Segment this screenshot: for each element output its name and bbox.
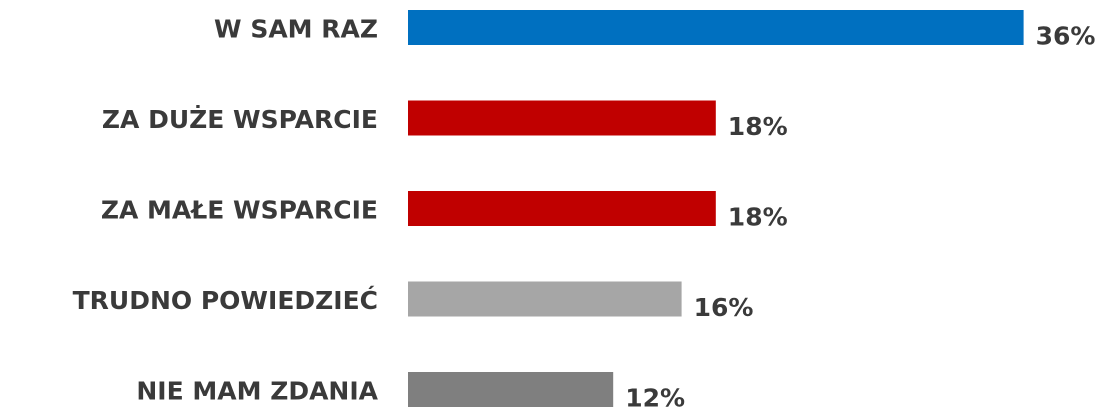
category-label: ZA MAŁE WSPARCIE bbox=[101, 196, 378, 225]
bar bbox=[408, 100, 716, 136]
bar bbox=[408, 372, 614, 407]
bar bbox=[408, 191, 716, 226]
value-label: 36% bbox=[1036, 22, 1096, 51]
value-label: 16% bbox=[694, 293, 754, 322]
value-label: 18% bbox=[728, 112, 788, 141]
value-label: 18% bbox=[728, 203, 788, 232]
value-label: 12% bbox=[625, 384, 685, 407]
category-label: NIE MAM ZDANIA bbox=[136, 377, 378, 406]
bar bbox=[408, 281, 682, 317]
category-label: W SAM RAZ bbox=[214, 15, 378, 44]
category-label: ZA DUŻE WSPARCIE bbox=[102, 105, 378, 134]
bar bbox=[408, 10, 1024, 45]
category-label: TRUDNO POWIEDZIEĆ bbox=[73, 285, 378, 315]
